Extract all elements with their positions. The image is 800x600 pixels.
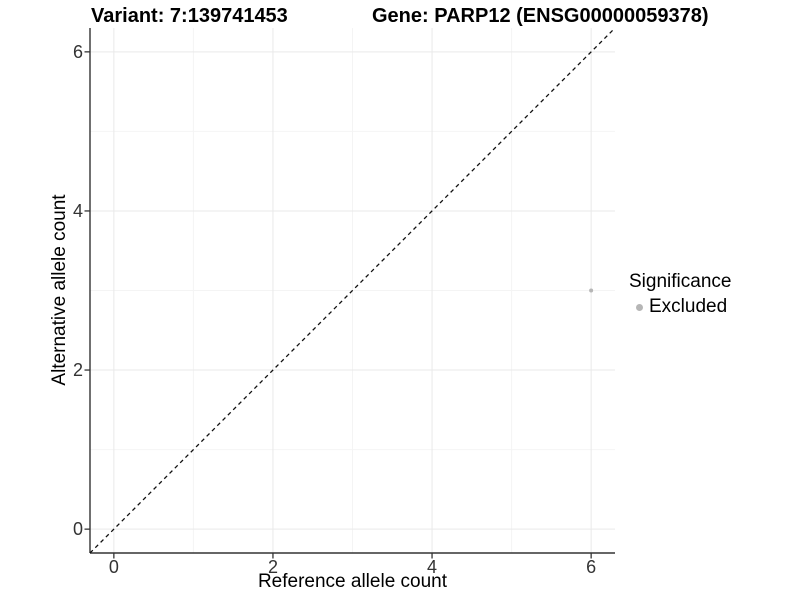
legend-entries: Excluded [629, 296, 731, 318]
legend-title: Significance [629, 271, 732, 292]
variant-title: Variant: 7:139741453 [91, 5, 288, 27]
legend: Significance Excluded [629, 271, 731, 318]
x-axis-title: Reference allele count [257, 571, 448, 592]
identity-dashed-line [89, 27, 616, 554]
axis-tick-marks [84, 51, 592, 559]
data-point [589, 288, 594, 293]
legend-entry: Excluded [629, 296, 731, 318]
gridlines-minor [90, 28, 615, 553]
y-axis-title: Alternative allele count [49, 194, 70, 386]
data-points [589, 288, 594, 293]
axis-lines [89, 28, 615, 554]
identity-dashed-line [89, 27, 616, 554]
legend-entry-label: Excluded [649, 296, 728, 317]
gene-title: Gene: PARP12 (ENSG00000059378) [372, 5, 709, 27]
legend-marker-icon [636, 303, 643, 311]
